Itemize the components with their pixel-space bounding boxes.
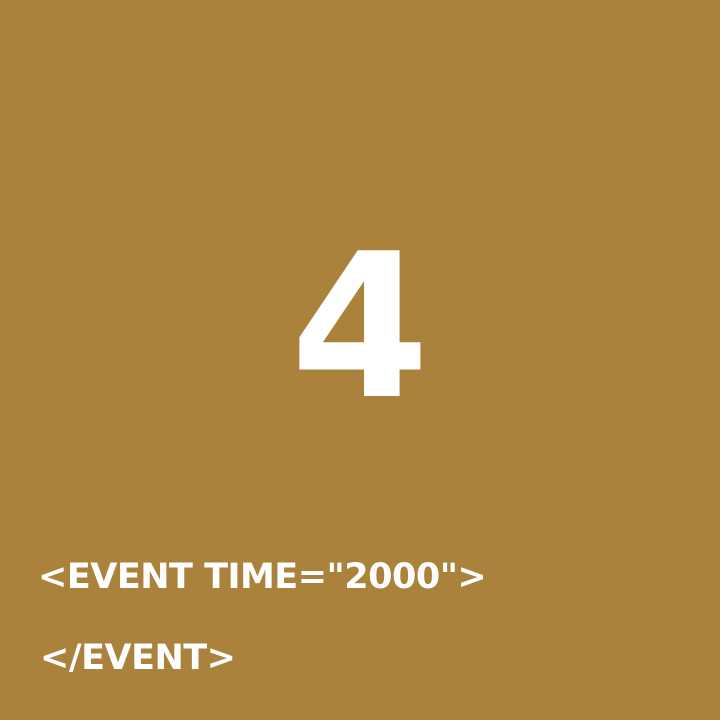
event-close-tag: </EVENT> bbox=[40, 638, 236, 678]
big-number: 4 bbox=[290, 211, 430, 444]
event-open-tag: <EVENT TIME="2000"> bbox=[38, 557, 487, 597]
